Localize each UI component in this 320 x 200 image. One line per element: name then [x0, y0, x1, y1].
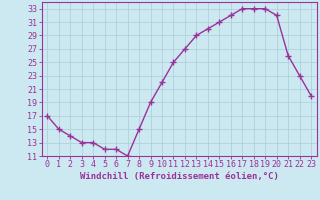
X-axis label: Windchill (Refroidissement éolien,°C): Windchill (Refroidissement éolien,°C): [80, 172, 279, 181]
